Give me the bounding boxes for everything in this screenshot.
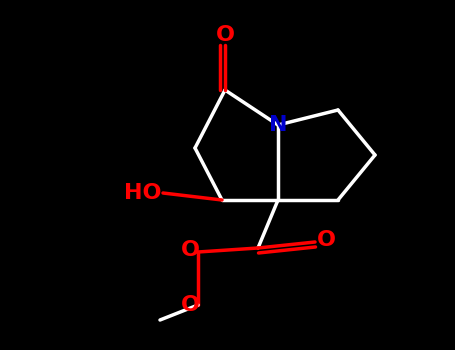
Text: O: O xyxy=(181,295,200,315)
Text: O: O xyxy=(181,240,200,260)
Text: O: O xyxy=(216,25,234,45)
Text: HO: HO xyxy=(123,183,161,203)
Text: N: N xyxy=(269,115,287,135)
Text: O: O xyxy=(317,230,336,250)
